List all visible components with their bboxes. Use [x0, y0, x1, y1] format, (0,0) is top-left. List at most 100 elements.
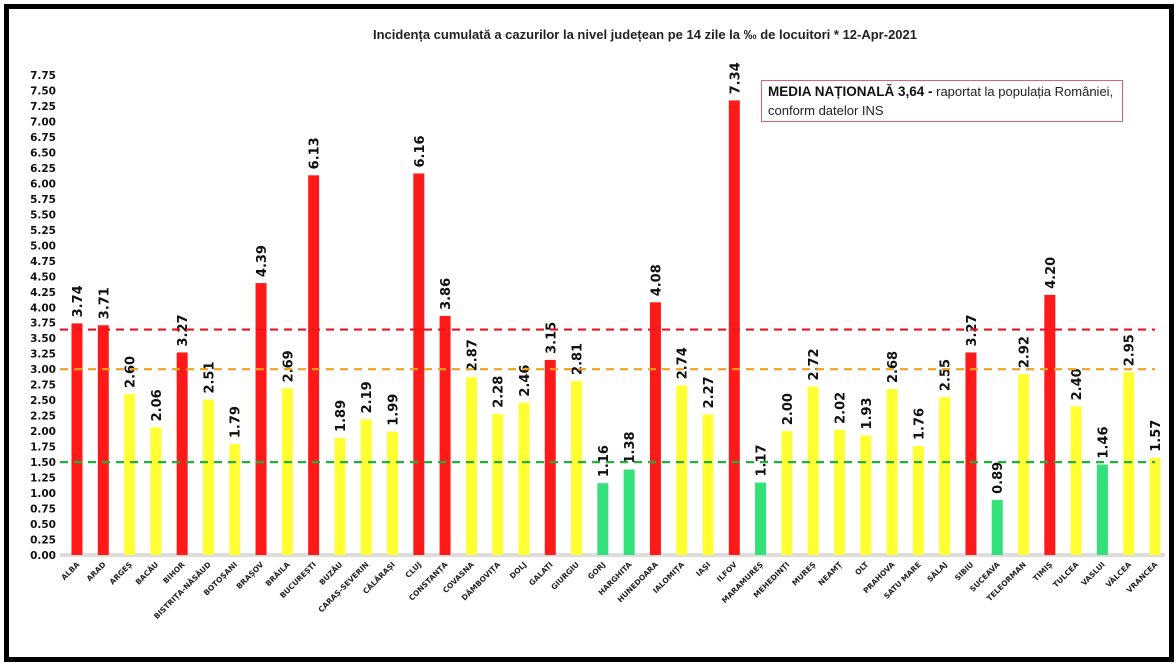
- data-label: 1.76: [912, 408, 927, 440]
- y-tick-label: 0.00: [30, 550, 56, 562]
- bar-prahova: [886, 389, 898, 555]
- data-label: 2.06: [150, 389, 165, 421]
- bar-călărași: [387, 431, 399, 555]
- data-label: 1.79: [229, 406, 244, 438]
- x-tick-label: TIMIȘ: [1031, 560, 1054, 583]
- y-tick-label: 6.50: [30, 147, 56, 159]
- bar-mureș: [807, 386, 819, 555]
- x-tick-label: VASLUI: [1079, 560, 1107, 588]
- y-tick-label: 5.50: [30, 209, 56, 221]
- bar-vaslui: [1096, 464, 1108, 555]
- bar-bihor: [176, 352, 188, 555]
- y-tick-label: 0.50: [30, 519, 56, 531]
- y-tick-label: 2.00: [30, 426, 56, 438]
- data-label: 1.38: [623, 431, 638, 463]
- bar-constanța: [439, 315, 451, 555]
- data-label: 3.71: [97, 287, 112, 319]
- y-tick-label: 5.00: [30, 240, 56, 252]
- data-label: 1.93: [860, 397, 875, 429]
- data-label: 7.34: [728, 62, 743, 94]
- bar-sibiu: [965, 352, 977, 555]
- annotation-text: raportat la populația României, conform …: [768, 84, 1114, 118]
- data-label: 2.72: [807, 348, 822, 380]
- y-tick-label: 0.25: [30, 535, 56, 547]
- bar-covasna: [465, 377, 477, 555]
- bar-sălaj: [939, 397, 951, 555]
- data-label: 1.46: [1096, 426, 1111, 458]
- y-tick-label: 2.25: [30, 411, 56, 423]
- bar-neamț: [833, 429, 845, 555]
- y-tick-label: 1.25: [30, 473, 56, 485]
- data-label: 2.27: [702, 376, 717, 408]
- x-tick-label: BACĂU: [134, 560, 161, 587]
- bar-olt: [860, 435, 872, 555]
- x-tick-label: TULCEA: [1051, 560, 1080, 589]
- data-label: 3.86: [439, 278, 454, 310]
- bar-dâmbovița: [492, 413, 504, 555]
- data-label: 1.57: [1149, 420, 1164, 452]
- y-tick-label: 7.75: [30, 70, 56, 82]
- data-label: 4.20: [1044, 257, 1059, 289]
- y-tick-label: 4.50: [30, 271, 56, 283]
- y-tick-label: 3.00: [30, 364, 56, 376]
- y-tick-label: 6.00: [30, 178, 56, 190]
- y-tick-label: 4.75: [30, 256, 56, 268]
- bar-bacău: [150, 427, 162, 555]
- data-label: 2.81: [571, 343, 586, 375]
- y-tick-label: 1.00: [30, 488, 56, 500]
- bar-tulcea: [1070, 406, 1082, 555]
- data-label: 1.99: [387, 394, 402, 426]
- bar-maramureș: [755, 482, 767, 555]
- bar-giurgiu: [571, 380, 583, 555]
- x-tick-label: MUREȘ: [790, 560, 817, 587]
- bar-dolj: [518, 402, 530, 555]
- x-tick-label: ARAD: [85, 560, 108, 583]
- y-tick-label: 1.50: [30, 457, 56, 469]
- data-label: 2.40: [1070, 368, 1085, 400]
- x-tick-label: GORJ: [586, 560, 607, 581]
- bar-bucurești: [308, 175, 320, 555]
- bar-argeș: [124, 393, 136, 555]
- x-tick-label: GIURGIU: [549, 560, 581, 592]
- bar-vrancea: [1149, 457, 1161, 555]
- data-label: 2.95: [1123, 334, 1138, 366]
- y-tick-label: 4.25: [30, 287, 56, 299]
- bar-vâlcea: [1123, 372, 1135, 555]
- y-tick-label: 2.75: [30, 380, 56, 392]
- data-label: 2.74: [676, 347, 691, 379]
- bar-cluj: [413, 173, 425, 555]
- x-tick-label: BRAȘOV: [235, 560, 266, 591]
- bar-buzău: [334, 437, 346, 555]
- bar-arad: [97, 325, 109, 555]
- x-tick-label: SĂLAJ: [925, 560, 949, 584]
- bar-gorj: [597, 483, 609, 555]
- data-label: 2.68: [886, 351, 901, 383]
- data-label: 0.89: [991, 462, 1006, 494]
- x-tick-label: ARGEȘ: [108, 560, 134, 586]
- y-tick-label: 5.75: [30, 194, 56, 206]
- y-tick-label: 6.25: [30, 163, 56, 175]
- data-label: 3.15: [544, 322, 559, 354]
- x-tick-label: BIHOR: [161, 560, 187, 586]
- data-label: 1.16: [597, 445, 612, 477]
- national-average-annotation: MEDIA NAȚIONALĂ 3,64 - raportat la popul…: [761, 80, 1123, 122]
- data-label: 1.89: [334, 400, 349, 432]
- bar-ialomița: [676, 385, 688, 555]
- y-tick-label: 5.25: [30, 225, 56, 237]
- bar-timiș: [1044, 294, 1056, 555]
- chart-title: Incidența cumulată a cazurilor la nivel …: [373, 27, 917, 42]
- data-label: 4.08: [649, 264, 664, 296]
- data-label: 6.13: [308, 137, 323, 169]
- y-tick-label: 0.75: [30, 504, 56, 516]
- y-tick-label: 3.50: [30, 333, 56, 345]
- x-tick-label: SIBIU: [953, 560, 975, 582]
- bar-alba: [71, 323, 83, 555]
- y-tick-label: 3.25: [30, 349, 56, 361]
- bar-suceava: [991, 499, 1003, 555]
- y-tick-label: 7.00: [30, 116, 56, 128]
- data-label: 2.00: [781, 393, 796, 425]
- data-label: 4.39: [255, 245, 270, 277]
- data-label: 2.02: [833, 392, 848, 424]
- data-label: 2.87: [465, 339, 480, 371]
- x-tick-label: ILFOV: [715, 560, 739, 584]
